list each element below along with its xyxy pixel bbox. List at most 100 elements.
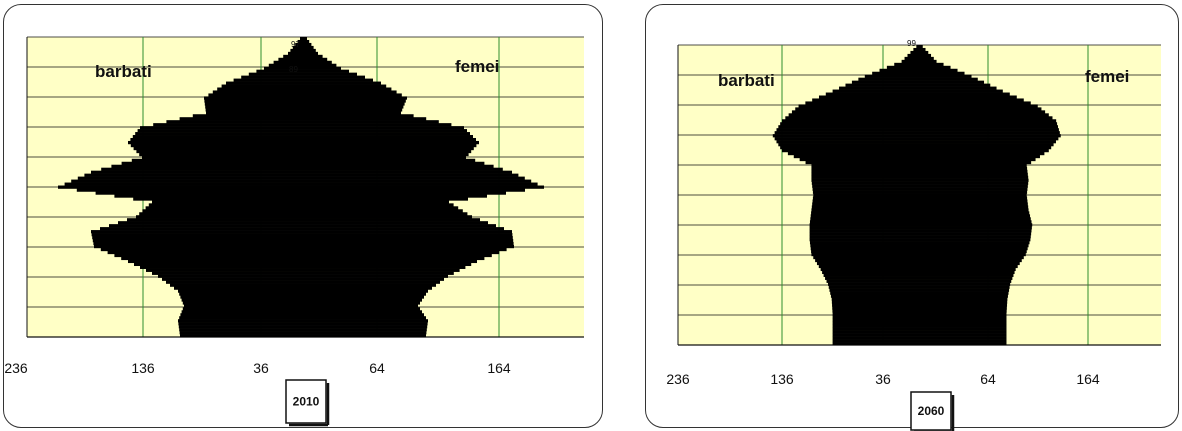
bar-women xyxy=(304,331,427,335)
bar-women xyxy=(304,230,512,234)
bar-men xyxy=(809,223,920,227)
bar-women xyxy=(920,291,1009,295)
left-label-barbati: barbati xyxy=(718,71,775,90)
bar-women xyxy=(920,241,1030,245)
bar-men xyxy=(858,77,920,81)
bar-women xyxy=(920,235,1031,239)
bar-women xyxy=(304,250,500,255)
bar-men xyxy=(795,107,920,111)
bar-men xyxy=(782,148,920,153)
bar-women xyxy=(920,246,1028,251)
bar-men xyxy=(192,114,304,118)
bar-women xyxy=(304,179,532,183)
bar-men xyxy=(206,111,304,115)
bar-women xyxy=(920,211,1030,215)
bar-women xyxy=(304,241,514,246)
bar-men xyxy=(904,56,920,61)
bar-men xyxy=(162,277,304,281)
bar-women xyxy=(920,181,1029,185)
bar-women xyxy=(920,77,978,81)
bar-women xyxy=(920,95,1017,99)
bar-men xyxy=(226,81,304,85)
bar-men xyxy=(886,65,920,70)
bar-men xyxy=(77,176,304,180)
bar-men xyxy=(907,53,920,58)
bar-men xyxy=(135,132,304,136)
bar-men xyxy=(813,255,920,260)
bar-women xyxy=(920,125,1058,129)
bar-women xyxy=(920,309,1007,313)
bar-men xyxy=(136,215,304,219)
bar-men xyxy=(812,202,920,206)
bar-men xyxy=(832,303,920,307)
bar-men xyxy=(121,161,304,166)
bar-women xyxy=(304,63,337,68)
left-label-barbati: barbati xyxy=(95,62,152,81)
bar-men xyxy=(297,39,304,44)
bar-women xyxy=(304,72,357,76)
bar-men xyxy=(879,68,920,73)
bar-men xyxy=(812,184,920,188)
bar-men xyxy=(832,342,920,346)
bar-men xyxy=(217,87,304,91)
bar-women xyxy=(304,265,466,269)
bar-men xyxy=(830,291,920,295)
bar-women xyxy=(920,199,1028,203)
bar-women xyxy=(304,161,485,166)
bar-women xyxy=(920,56,934,61)
bar-men xyxy=(810,217,920,221)
bar-men xyxy=(809,229,920,233)
bar-women xyxy=(920,65,951,70)
bar-men xyxy=(813,193,920,197)
bar-men xyxy=(118,221,304,225)
bar-women xyxy=(304,99,406,103)
bar-women xyxy=(920,145,1052,150)
bar-men xyxy=(805,160,920,165)
bar-women xyxy=(920,74,972,78)
bar-men xyxy=(809,226,920,230)
bar-women xyxy=(304,247,507,252)
bar-men xyxy=(136,149,304,154)
bar-men xyxy=(811,252,920,257)
bar-men xyxy=(816,261,920,266)
bar-women xyxy=(304,140,479,145)
bar-women xyxy=(920,187,1028,191)
bar-men xyxy=(910,50,920,55)
bar-women xyxy=(304,221,488,225)
bar-men xyxy=(139,212,304,216)
bar-women xyxy=(920,169,1028,174)
bar-men xyxy=(179,117,304,121)
bar-women xyxy=(304,301,420,305)
right-label-femei: femei xyxy=(1085,67,1129,86)
bar-women xyxy=(304,334,426,338)
bar-women xyxy=(920,270,1015,275)
bar-men xyxy=(92,238,304,243)
bar-women xyxy=(304,135,473,139)
bar-women xyxy=(304,218,480,222)
bar-men xyxy=(812,187,920,191)
bar-men xyxy=(811,172,920,176)
bar-men xyxy=(290,48,304,53)
bar-men xyxy=(809,235,920,239)
bar-men xyxy=(139,152,304,157)
bar-women xyxy=(304,307,420,311)
bar-men xyxy=(132,135,304,139)
bar-men xyxy=(832,327,920,331)
bar-men xyxy=(811,175,920,179)
bar-women xyxy=(920,104,1038,108)
bar-women xyxy=(304,69,349,73)
bar-women xyxy=(920,324,1007,328)
bar-women xyxy=(920,160,1032,165)
bar-women xyxy=(304,39,310,44)
bar-men xyxy=(811,178,920,182)
bar-men xyxy=(845,83,920,87)
year-box xyxy=(910,391,952,431)
bar-women xyxy=(304,126,464,130)
bar-men xyxy=(832,306,920,310)
bar-men xyxy=(799,157,920,162)
bar-women xyxy=(304,117,427,121)
bar-women xyxy=(920,330,1007,334)
bar-women xyxy=(920,223,1033,227)
bar-women xyxy=(304,256,485,261)
bar-women xyxy=(920,92,1010,96)
